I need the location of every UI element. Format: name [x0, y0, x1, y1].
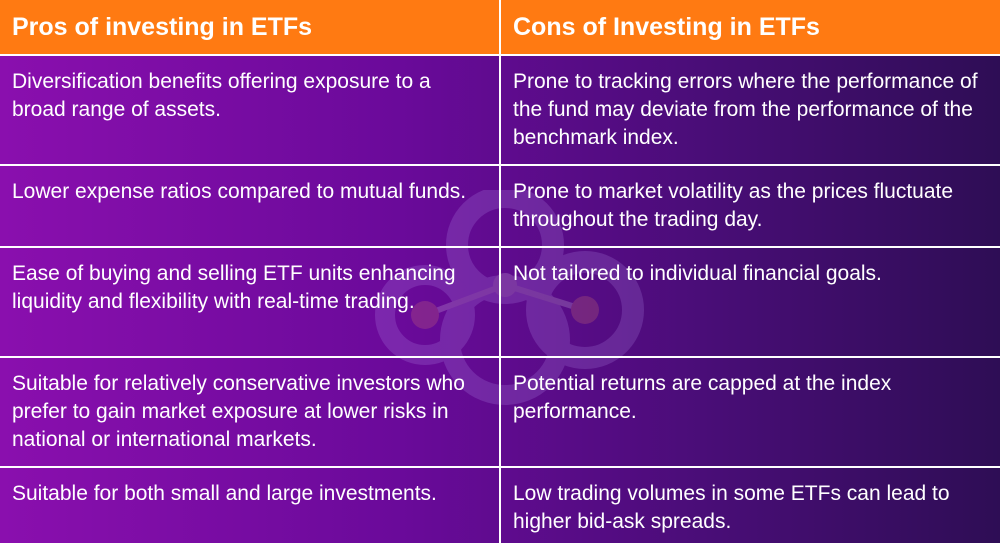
- pro-cell: Suitable for relatively conservative inv…: [0, 356, 501, 468]
- pro-cell: Suitable for both small and large invest…: [0, 466, 501, 543]
- pro-cell: Ease of buying and selling ETF units enh…: [0, 246, 501, 358]
- con-cell: Low trading volumes in some ETFs can lea…: [499, 466, 1000, 543]
- con-cell: Not tailored to individual financial goa…: [499, 246, 1000, 358]
- pros-header: Pros of investing in ETFs: [0, 0, 501, 56]
- cons-header: Cons of Investing in ETFs: [499, 0, 1000, 56]
- con-cell: Prone to market volatility as the prices…: [499, 164, 1000, 248]
- con-cell: Potential returns are capped at the inde…: [499, 356, 1000, 468]
- table-row: Lower expense ratios compared to mutual …: [0, 164, 1000, 248]
- table-row: Suitable for both small and large invest…: [0, 466, 1000, 543]
- pro-cell: Lower expense ratios compared to mutual …: [0, 164, 501, 248]
- con-cell: Prone to tracking errors where the perfo…: [499, 54, 1000, 166]
- table-row: Suitable for relatively conservative inv…: [0, 356, 1000, 468]
- table-row: Ease of buying and selling ETF units enh…: [0, 246, 1000, 358]
- table-header-row: Pros of investing in ETFs Cons of Invest…: [0, 0, 1000, 56]
- table-row: Diversification benefits offering exposu…: [0, 54, 1000, 166]
- pro-cell: Diversification benefits offering exposu…: [0, 54, 501, 166]
